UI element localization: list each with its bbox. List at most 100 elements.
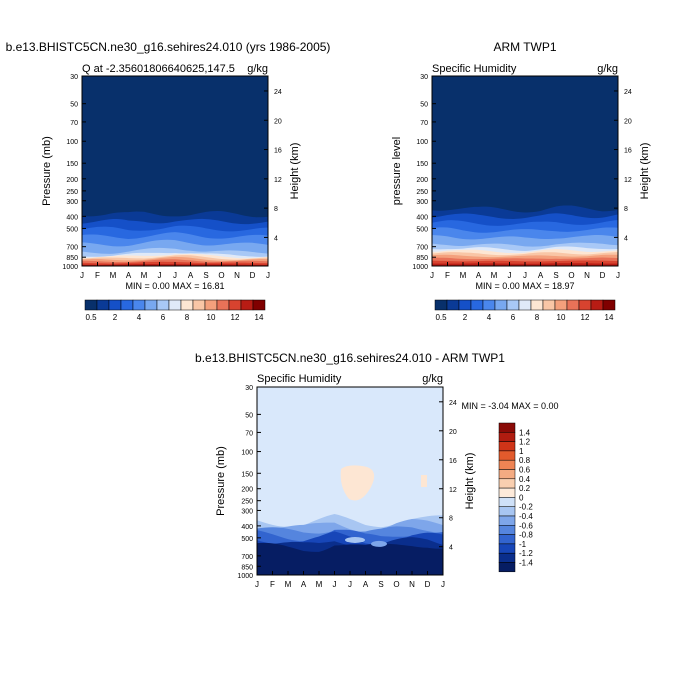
- panel-diff-y2label: Height (km): [464, 453, 476, 510]
- panel-diff-contour-field: [257, 387, 443, 575]
- x-tick-label: M: [460, 271, 467, 280]
- panel-obs-units: g/kg: [597, 63, 618, 75]
- x-tick-label: F: [95, 271, 100, 280]
- y-tick-label: 700: [416, 245, 428, 252]
- colorbar-label: 12: [231, 313, 240, 322]
- panel-obs-ylabel: pressure level: [391, 137, 403, 205]
- x-tick-label: J: [80, 271, 84, 280]
- colorbar-swatch: [498, 432, 516, 442]
- contour-band: [371, 540, 387, 547]
- panel-diff-left-string: Specific Humidity: [257, 373, 342, 385]
- y-tick-label: 250: [241, 499, 253, 506]
- y-tick-label: 100: [66, 139, 78, 146]
- colorbar-label: 4: [137, 313, 142, 322]
- x-tick-label: A: [301, 580, 307, 589]
- colorbar-label: 0: [519, 493, 524, 502]
- colorbar-swatch: [96, 299, 110, 311]
- panel-diff-axes: J F M A M J J A S O N D J305070100150200250300400500…: [237, 385, 456, 589]
- colorbar-swatch: [156, 299, 170, 311]
- panel-diff-title: b.e13.BHISTC5CN.ne30_g16.sehires24.010 -…: [195, 351, 505, 365]
- x-tick-label: M: [285, 580, 292, 589]
- colorbar-swatch: [240, 299, 254, 311]
- colorbar-label: 0.6: [519, 466, 531, 475]
- x-tick-label: A: [538, 271, 544, 280]
- y-tick-label: 850: [66, 255, 78, 262]
- colorbar-swatch: [498, 534, 516, 545]
- colorbar-label: -0.2: [519, 503, 533, 512]
- x-tick-label: O: [218, 271, 224, 280]
- y-tick-label: 70: [70, 120, 78, 127]
- y-tick-label: 300: [416, 199, 428, 206]
- y-tick-label: 300: [241, 508, 253, 515]
- x-tick-label: O: [393, 580, 399, 589]
- y2-tick-label: 8: [274, 206, 278, 213]
- colorbar-swatch: [498, 506, 516, 517]
- panel-diff-units: g/kg: [422, 373, 443, 385]
- panel-obs-contour-field: [432, 76, 618, 266]
- y-tick-label: 250: [416, 189, 428, 196]
- y2-tick-label: 8: [624, 206, 628, 213]
- x-tick-label: D: [425, 580, 431, 589]
- x-tick-label: M: [110, 271, 117, 280]
- colorbar-swatch: [482, 299, 496, 311]
- panel-model-minmax: MIN = 0.00 MAX = 16.81: [125, 281, 224, 291]
- x-tick-label: F: [445, 271, 450, 280]
- colorbar-swatch: [498, 562, 516, 573]
- colorbar-label: 6: [161, 313, 166, 322]
- y2-tick-label: 12: [274, 177, 282, 184]
- panel-obs-left-string: Specific Humidity: [432, 63, 517, 75]
- colorbar-label: 1.4: [519, 428, 531, 437]
- y2-tick-label: 4: [274, 235, 278, 242]
- y-tick-label: 50: [245, 412, 253, 419]
- panel-diff: b.e13.BHISTC5CN.ne30_g16.sehires24.010 -…: [195, 351, 558, 589]
- x-tick-label: N: [234, 271, 240, 280]
- panel-diff-colorbar: 1.41.210.80.60.40.20-0.2-0.4-0.6-0.8-1-1…: [498, 422, 533, 573]
- y-tick-label: 400: [66, 214, 78, 221]
- x-tick-label: J: [348, 580, 352, 589]
- panel-obs-colorbar: 0.5 2 4 6 8 10 12 14: [434, 299, 616, 322]
- colorbar-swatch: [228, 299, 242, 311]
- colorbar-swatch: [566, 299, 580, 311]
- colorbar-swatch: [498, 469, 516, 480]
- y2-tick-label: 12: [624, 177, 632, 184]
- x-tick-label: J: [508, 271, 512, 280]
- y2-tick-label: 12: [449, 487, 457, 494]
- y-tick-label: 1000: [237, 573, 253, 580]
- y-tick-label: 30: [420, 74, 428, 81]
- y2-tick-label: 20: [624, 118, 632, 125]
- x-tick-label: J: [173, 271, 177, 280]
- colorbar-label: -0.4: [519, 512, 533, 521]
- contour-band: [345, 536, 365, 543]
- y-tick-label: 200: [241, 487, 253, 494]
- x-tick-label: S: [203, 271, 208, 280]
- colorbar-label: 6: [511, 313, 516, 322]
- y-tick-label: 150: [241, 471, 253, 478]
- y-tick-label: 300: [66, 199, 78, 206]
- colorbar-label: -1.4: [519, 559, 533, 568]
- y-tick-label: 500: [241, 536, 253, 543]
- y2-tick-label: 16: [274, 148, 282, 155]
- colorbar-swatch: [470, 299, 484, 311]
- y-tick-label: 100: [416, 139, 428, 146]
- y-tick-label: 200: [66, 177, 78, 184]
- y-tick-label: 1000: [62, 264, 78, 271]
- y-tick-label: 700: [241, 554, 253, 561]
- colorbar-label: 14: [605, 313, 614, 322]
- colorbar-label: 14: [255, 313, 264, 322]
- y-tick-label: 70: [420, 120, 428, 127]
- colorbar-swatch: [498, 441, 516, 452]
- colorbar-swatch: [204, 299, 218, 311]
- colorbar-swatch: [120, 299, 134, 311]
- x-tick-label: F: [270, 580, 275, 589]
- colorbar-label: 10: [207, 313, 216, 322]
- colorbar-swatch: [192, 299, 206, 311]
- colorbar-swatch: [590, 299, 604, 311]
- colorbar-swatch: [458, 299, 472, 311]
- x-tick-label: A: [126, 271, 132, 280]
- y-tick-label: 400: [241, 524, 253, 531]
- y-tick-label: 850: [416, 255, 428, 262]
- colorbar-label: 0.8: [519, 456, 531, 465]
- x-tick-label: J: [158, 271, 162, 280]
- colorbar-swatch: [498, 487, 516, 498]
- x-tick-label: S: [378, 580, 383, 589]
